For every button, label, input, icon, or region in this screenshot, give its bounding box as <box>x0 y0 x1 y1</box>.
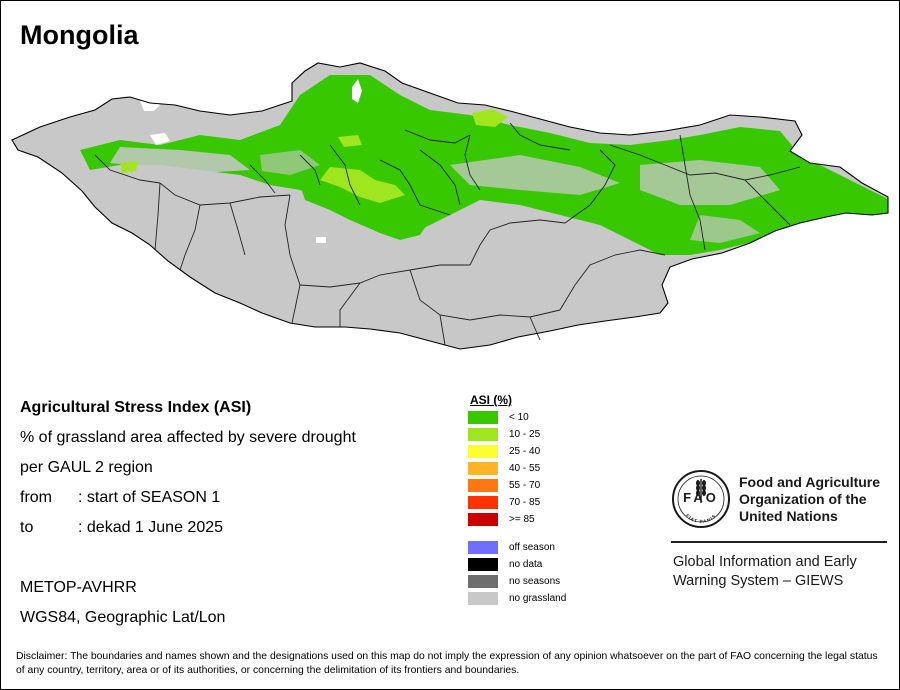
index-description-line1: % of grassland area affected by severe d… <box>20 429 356 446</box>
legend-item: no seasons <box>468 575 560 588</box>
map-title: Mongolia <box>20 20 139 50</box>
legend-label: no data <box>509 559 543 570</box>
fao-name-line2: Organization of the <box>739 491 867 507</box>
period-to: to : dekad 1 June 2025 <box>20 519 223 537</box>
legend-swatch <box>468 462 498 475</box>
legend-label: no seasons <box>509 576 561 587</box>
fao-logo-icon: FAO FIAT PANIS <box>672 470 730 528</box>
period-from: from : start of SEASON 1 <box>20 489 220 507</box>
legend-label: 25 - 40 <box>509 446 541 457</box>
giews-line1: Global Information and Early <box>673 554 857 570</box>
legend-label: 40 - 55 <box>509 463 541 474</box>
legend-swatch <box>468 445 498 458</box>
giews-line2: Warning System – GIEWS <box>673 573 844 589</box>
legend-label: 10 - 25 <box>509 429 541 440</box>
legend-label: >= 85 <box>509 514 535 525</box>
asi-green-areas <box>80 75 888 255</box>
legend-item: 70 - 85 <box>468 496 540 509</box>
index-description-line2: per GAUL 2 region <box>20 459 153 476</box>
legend-item: no grassland <box>468 592 566 605</box>
legend-item: 40 - 55 <box>468 462 540 475</box>
divider <box>671 541 887 543</box>
legend-label: no grassland <box>509 593 567 604</box>
index-heading: Agricultural Stress Index (ASI) <box>20 399 252 416</box>
fao-acronym: FAO <box>683 490 719 505</box>
legend-item: < 10 <box>468 411 529 424</box>
projection-label: WGS84, Geographic Lat/Lon <box>20 609 226 626</box>
legend-item: 10 - 25 <box>468 428 540 441</box>
legend-label: 55 - 70 <box>509 480 541 491</box>
disclaimer-text: Disclaimer: The boundaries and names sho… <box>16 651 878 676</box>
legend-label: off season <box>509 542 555 553</box>
svg-text:FIAT PANIS: FIAT PANIS <box>685 513 717 524</box>
legend-swatch <box>468 575 498 588</box>
to-label: to <box>20 519 34 536</box>
legend-item: off season <box>468 541 555 554</box>
sensor-label: METOP-AVHRR <box>20 579 137 596</box>
legend-label: 70 - 85 <box>509 497 541 508</box>
map-area <box>0 55 900 355</box>
legend-item: 55 - 70 <box>468 479 540 492</box>
legend-swatch <box>468 496 498 509</box>
legend-swatch <box>468 411 498 424</box>
legend-swatch <box>468 479 498 492</box>
admin-boundaries <box>94 122 801 346</box>
legend-swatch <box>468 513 498 526</box>
legend-swatch <box>468 428 498 441</box>
legend-label: < 10 <box>509 412 529 423</box>
legend-item: 25 - 40 <box>468 445 540 458</box>
mongolia-map <box>11 62 889 350</box>
legend-swatch <box>468 558 498 571</box>
legend-swatch <box>468 541 498 554</box>
legend-title: ASI (%) <box>470 393 512 407</box>
from-label: from <box>20 489 52 506</box>
legend-swatch <box>468 592 498 605</box>
fao-organization-name: Food and Agriculture Organization of the… <box>739 474 880 525</box>
fao-motto: FIAT PANIS <box>685 513 716 524</box>
legend-item: no data <box>468 558 542 571</box>
to-value: : dekad 1 June 2025 <box>78 519 224 536</box>
giews-label: Global Information and Early Warning Sys… <box>673 553 857 591</box>
from-value: : start of SEASON 1 <box>78 489 221 506</box>
fao-name-line1: Food and Agriculture <box>739 474 881 490</box>
fao-name-line3: United Nations <box>739 508 838 524</box>
legend-item: >= 85 <box>468 513 535 526</box>
